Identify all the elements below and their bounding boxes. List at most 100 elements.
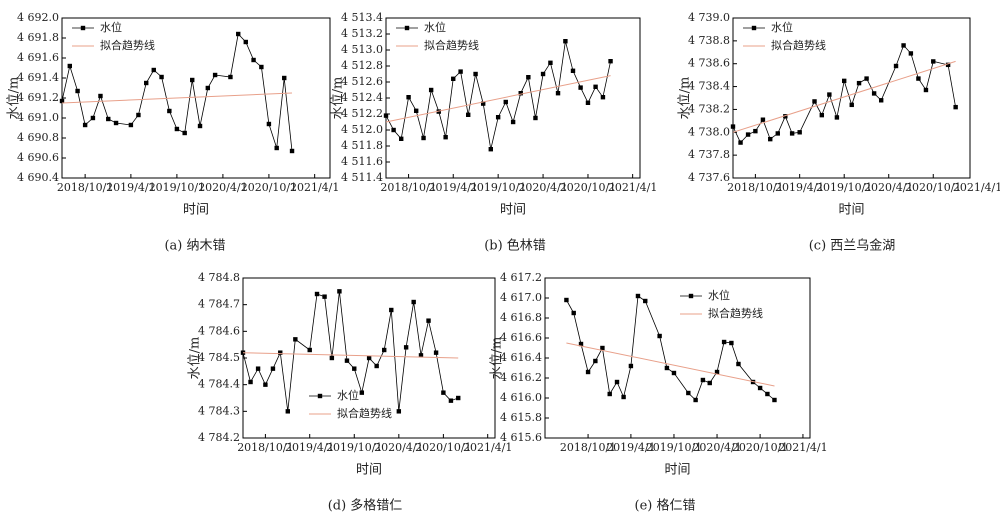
y-axis-title: 水位/m [331,77,346,120]
marker [893,63,899,69]
y-axis-title: 水位/m [490,337,505,380]
marker [849,102,854,108]
marker [278,350,283,355]
marker [593,84,598,89]
caption: (b) 色林错 [484,238,546,254]
marker [289,148,295,154]
legend-label: 水位 [100,20,122,34]
marker [307,347,312,353]
legend-marker [404,25,410,31]
marker [113,120,119,126]
marker [745,132,751,137]
marker [98,93,103,99]
legend-label: 拟合趋势线 [424,38,479,52]
marker [827,92,832,97]
marker [621,394,626,400]
x-tick-label: 2020/10/1 [905,181,961,194]
marker [359,390,365,395]
marker [236,31,241,37]
marker [82,122,88,128]
y-axis-title: 水位/m [188,337,203,380]
marker [67,63,72,69]
marker [466,112,471,117]
marker [526,75,531,80]
marker [443,135,448,140]
marker [495,115,501,120]
y-tick-label: 4 513.0 [341,43,383,56]
marker [585,100,591,105]
caption: (c) 西兰乌金湖 [809,238,896,254]
caption: (e) 格仁错 [635,498,696,514]
y-axis-title: 水位/m [7,77,22,120]
x-tick-label: 2021/4/1 [778,441,827,454]
trend-line [385,75,611,123]
marker [608,59,613,64]
marker [251,57,256,63]
marker [729,340,734,346]
marker [953,104,958,110]
legend-label: 拟合趋势线 [337,406,392,420]
trend-line [732,60,956,133]
marker [570,68,576,73]
marker [243,39,248,45]
trend-line [566,342,775,387]
marker [664,365,670,371]
marker [329,355,335,361]
marker [190,77,195,83]
marker [578,341,584,347]
y-tick-label: 4 617.2 [500,271,542,284]
legend-label: 水位 [708,288,730,302]
x-axis-title: 时间 [838,203,864,218]
marker [418,353,424,358]
marker [901,43,906,48]
marker [413,108,419,113]
y-tick-label: 4 616.8 [500,311,542,324]
marker [548,60,553,65]
marker [714,369,720,375]
marker [396,409,402,414]
marker [212,72,218,78]
y-tick-label: 4 691.2 [17,91,59,104]
marker [240,350,246,355]
marker [510,119,516,125]
y-tick-label: 4 784.7 [198,298,240,311]
y-tick-label: 4 616.6 [500,331,542,344]
marker [834,115,840,120]
x-tick-label: 2019/10/1 [816,181,872,194]
marker [593,358,598,364]
y-tick-label: 4 513.4 [341,11,383,24]
marker [768,136,773,142]
legend-marker [688,293,694,299]
marker [448,398,454,403]
marker [600,345,605,351]
marker [403,345,409,350]
marker [106,116,111,122]
marker [144,80,149,86]
marker [399,136,404,141]
marker [564,297,569,303]
marker [441,390,446,395]
marker [205,85,211,91]
y-tick-label: 4 784.2 [198,431,240,444]
marker [263,382,268,387]
y-tick-label: 4 738.4 [688,80,730,93]
y-tick-label: 4 512.2 [341,107,383,120]
legend-marker [317,393,323,399]
marker [686,390,691,396]
marker [456,395,461,401]
marker [428,87,434,93]
marker [753,128,758,134]
y-tick-label: 4 690.6 [17,151,59,164]
marker [159,74,164,80]
marker [765,391,770,397]
marker [337,289,342,294]
y-tick-label: 4 784.8 [198,271,240,284]
marker [923,87,929,93]
water-level-line [732,44,956,144]
x-tick-label: 2021/4/1 [953,181,1000,194]
marker [352,366,357,371]
marker [871,91,877,96]
y-tick-label: 4 784.3 [198,404,240,417]
marker [391,127,396,133]
